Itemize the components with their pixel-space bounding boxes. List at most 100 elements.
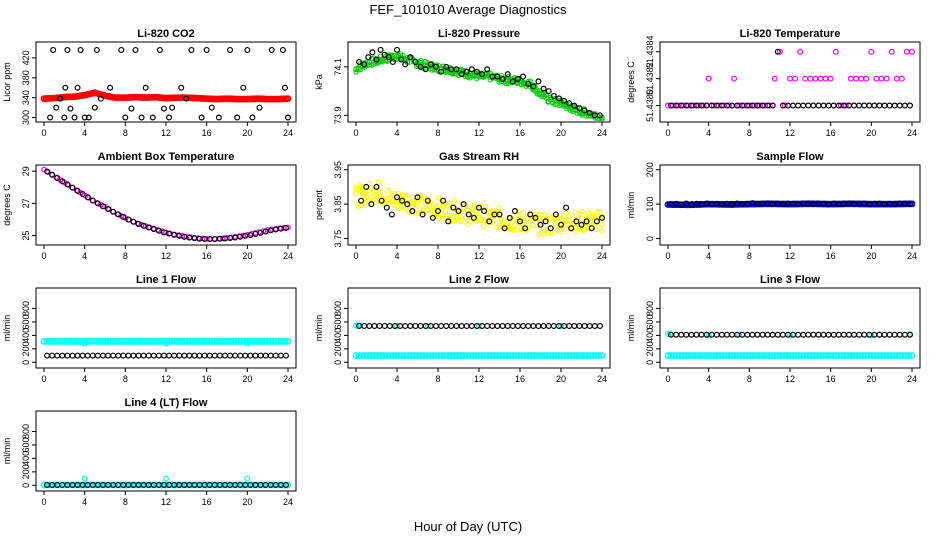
data-point — [450, 204, 457, 211]
data-point — [487, 352, 495, 359]
data-point — [130, 352, 137, 359]
data-point — [238, 481, 246, 489]
data-point — [571, 102, 578, 109]
data-point — [902, 352, 910, 359]
data-point — [426, 352, 434, 359]
data-point — [501, 225, 508, 232]
panel-ambient: Ambient Box Temperature 0 4 8 12 16 20 24 25 27 29… — [2, 151, 297, 261]
y-axis-label: ml/min — [314, 315, 324, 342]
data-point — [549, 352, 557, 359]
data-point — [74, 338, 81, 345]
y-tick-label: 25 — [21, 231, 31, 241]
data-point — [830, 331, 837, 338]
data-point — [753, 352, 760, 359]
data-point — [463, 352, 471, 359]
data-point — [585, 225, 592, 231]
data-point — [779, 331, 786, 338]
y-tick-label: 0 — [645, 360, 655, 365]
data-point — [199, 481, 206, 489]
data-point — [237, 352, 244, 359]
data-point — [132, 338, 139, 345]
data-point — [470, 214, 477, 221]
data-point — [383, 352, 391, 359]
data-point — [49, 338, 57, 345]
data-point — [160, 105, 167, 112]
data-point — [469, 352, 477, 359]
data-point — [74, 84, 81, 91]
data-point — [153, 481, 161, 489]
data-point — [484, 352, 492, 359]
data-point — [74, 352, 81, 359]
data-point — [703, 102, 710, 109]
data-point — [110, 338, 118, 345]
data-point — [489, 322, 496, 329]
data-point — [535, 78, 542, 85]
y-tick-label: 100 — [645, 197, 655, 212]
data-point — [86, 481, 94, 489]
x-tick-label: 24 — [597, 251, 607, 261]
panel-title: Li-820 Temperature — [740, 28, 841, 40]
data-point — [79, 352, 86, 359]
y-tick-label: 27 — [21, 198, 31, 208]
data-point — [776, 48, 783, 55]
data-point — [664, 352, 672, 359]
data-point — [774, 331, 781, 338]
data-point — [43, 338, 51, 345]
data-point — [807, 352, 815, 359]
data-point — [174, 338, 182, 345]
data-point — [61, 481, 69, 489]
data-point — [586, 109, 593, 116]
data-point — [40, 338, 48, 345]
data-point — [725, 102, 732, 109]
data-point — [229, 338, 237, 345]
data-point — [59, 178, 66, 185]
data-point — [561, 322, 568, 329]
data-point — [232, 338, 240, 345]
data-point — [820, 352, 827, 359]
data-point — [130, 218, 137, 225]
data-point — [830, 102, 837, 109]
data-point — [891, 102, 898, 109]
series-cyan — [352, 352, 606, 359]
data-point — [451, 198, 458, 204]
data-point — [893, 75, 900, 82]
data-point — [805, 102, 812, 109]
data-point — [903, 48, 910, 55]
panel-title: Line 1 Flow — [136, 274, 196, 286]
data-point — [475, 352, 483, 359]
data-point — [746, 352, 754, 359]
data-point — [769, 102, 776, 109]
data-point — [453, 66, 460, 73]
data-point — [532, 214, 539, 221]
data-point — [46, 481, 54, 489]
data-point — [840, 331, 847, 338]
data-point — [670, 352, 678, 359]
data-point — [509, 352, 517, 359]
data-point — [908, 352, 916, 359]
data-point — [500, 352, 507, 359]
data-point — [61, 114, 68, 121]
data-point — [710, 352, 718, 359]
data-point — [432, 352, 440, 359]
data-point — [899, 352, 907, 359]
data-point — [476, 322, 483, 329]
data-point — [429, 352, 437, 359]
data-point — [790, 331, 797, 338]
data-point — [552, 219, 558, 226]
data-point — [55, 481, 63, 489]
x-tick-label: 8 — [123, 497, 128, 507]
data-point — [398, 56, 405, 63]
data-point — [554, 226, 560, 233]
data-point — [374, 352, 381, 359]
data-point — [381, 322, 388, 329]
data-point — [557, 322, 564, 329]
data-point — [282, 352, 289, 359]
data-point — [217, 338, 225, 345]
data-point — [166, 114, 173, 121]
data-point — [570, 352, 578, 359]
data-point — [223, 338, 231, 345]
data-point — [484, 66, 491, 73]
data-point — [44, 352, 51, 359]
data-point — [540, 352, 547, 359]
